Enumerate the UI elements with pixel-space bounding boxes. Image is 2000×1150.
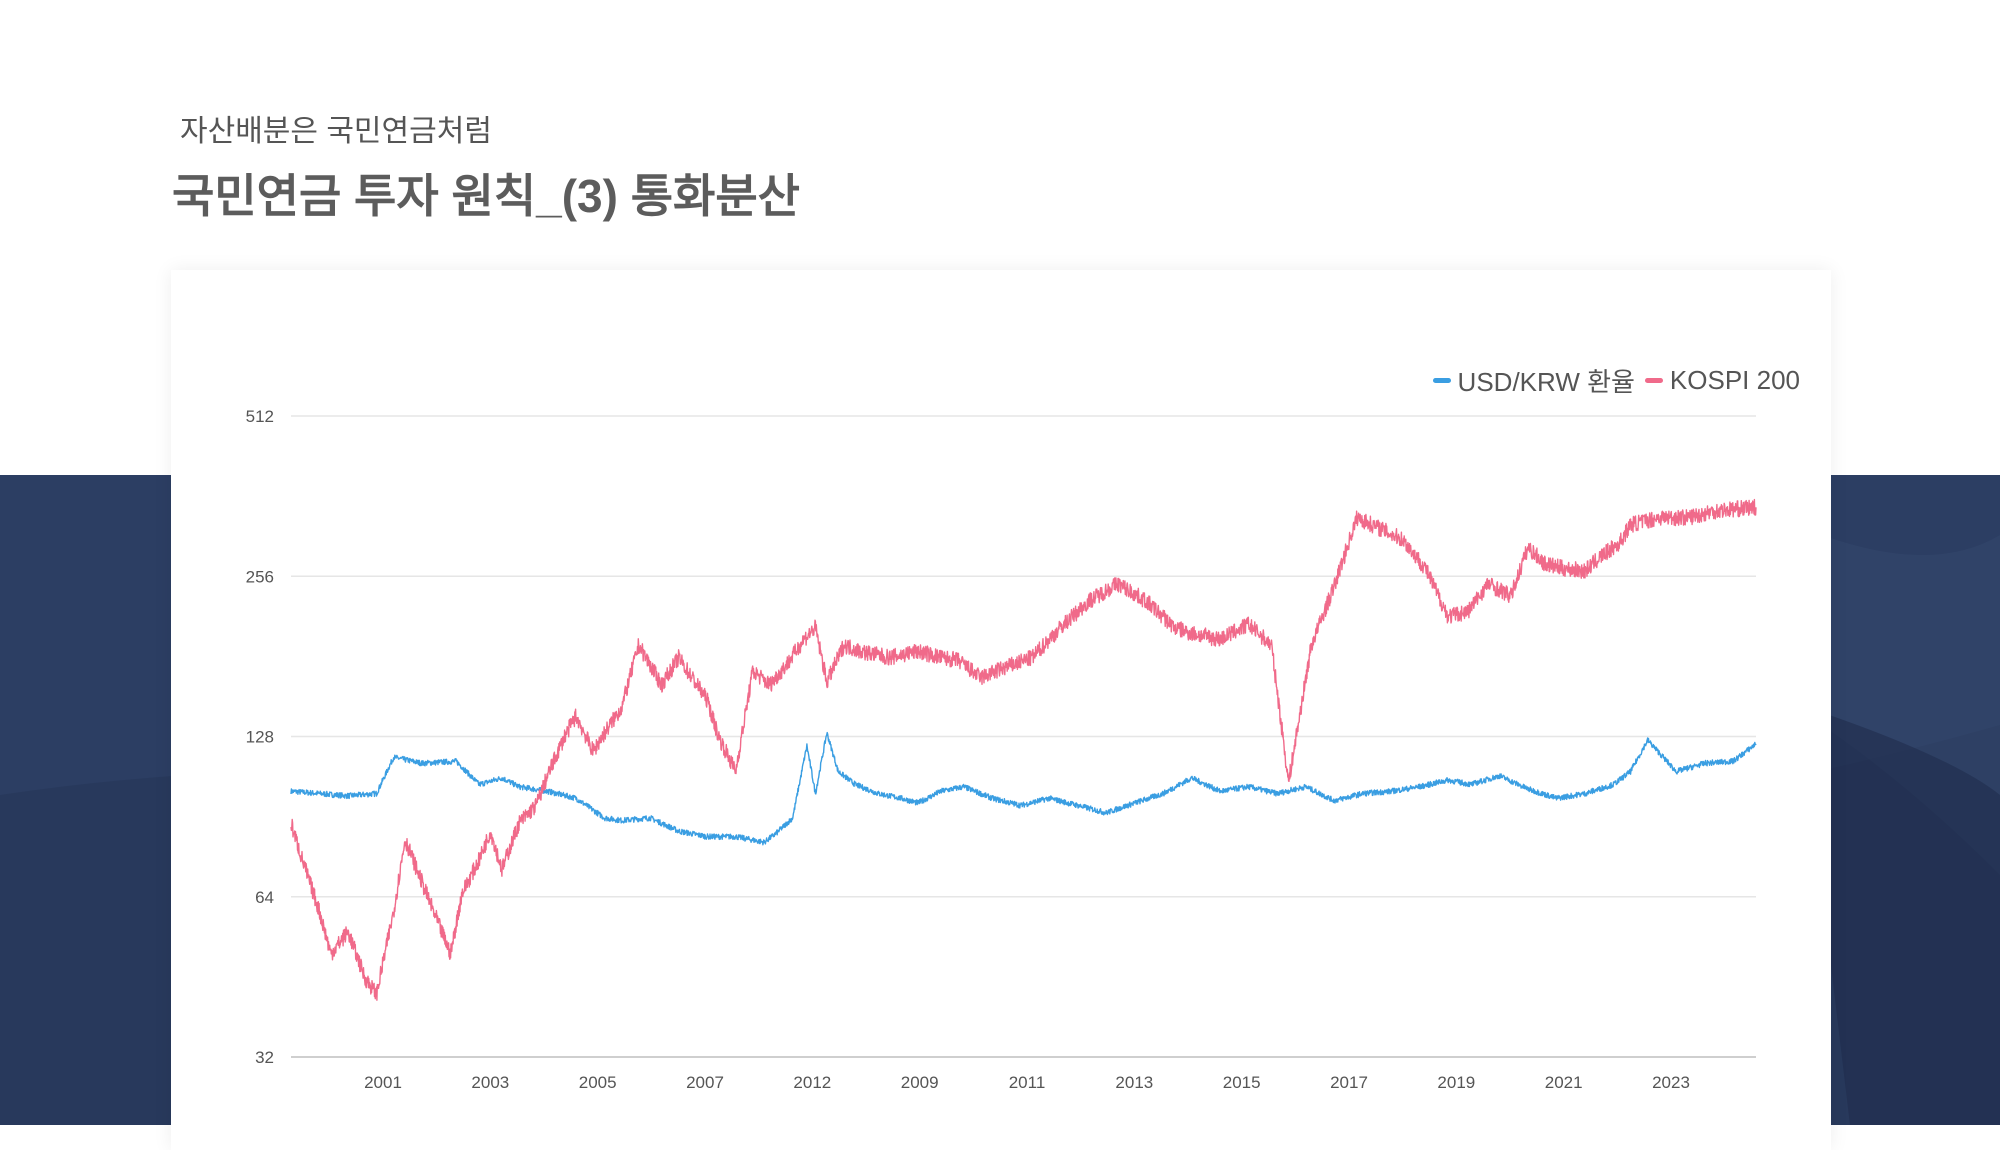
chart-card: 512 256 128 64 32 2001 2003 2005 2007 2012 2009 20… [171,270,1831,1150]
chart-legend: USD/KRW 환율 KOSPI 200 [1423,362,1800,399]
page-title: 국민연금 투자 원칙_(3) 통화분산 [172,170,800,222]
x-tick-label: 2023 [1652,1073,1690,1092]
x-tick-label: 2005 [579,1073,617,1092]
x-tick-label: 2011 [1009,1073,1046,1092]
y-tick-label: 32 [255,1048,274,1067]
x-tick-label: 2007 [686,1073,724,1092]
page-subtitle: 자산배분은 국민연금처럼 [180,115,492,148]
series-line-usdkrw [290,731,1757,846]
legend-swatch-usdkrw [1432,378,1451,383]
x-tick-label: 2015 [1223,1073,1261,1092]
legend-item-kospi[interactable]: KOSPI 200 [1644,365,1800,396]
y-tick-label: 128 [246,728,274,747]
x-tick-label: 2003 [471,1073,509,1092]
x-axis-tick-labels: 2001 2003 2005 2007 2012 2009 2011 2013 2015 2017… [364,1073,1690,1092]
x-tick-label: 2012 [793,1073,831,1092]
grid-lines [291,415,1756,1058]
y-tick-label: 256 [246,567,274,586]
legend-label-usdkrw: USD/KRW 환율 [1457,367,1635,397]
series-lines [290,498,1757,1001]
x-tick-label: 2001 [364,1073,402,1092]
y-tick-label: 64 [255,888,274,907]
x-tick-label: 2013 [1115,1073,1153,1092]
x-tick-label: 2019 [1437,1073,1475,1092]
y-axis-tick-labels: 512 256 128 64 32 [246,407,274,1067]
legend-item-usdkrw[interactable]: USD/KRW 환율 [1432,362,1635,399]
y-tick-label: 512 [246,407,274,426]
legend-swatch-kospi [1644,378,1663,383]
legend-label-kospi: KOSPI 200 [1669,365,1800,395]
x-tick-label: 2009 [901,1073,939,1092]
x-tick-label: 2021 [1545,1073,1583,1092]
x-tick-label: 2017 [1330,1073,1368,1092]
series-line-kospi [290,498,1757,1001]
